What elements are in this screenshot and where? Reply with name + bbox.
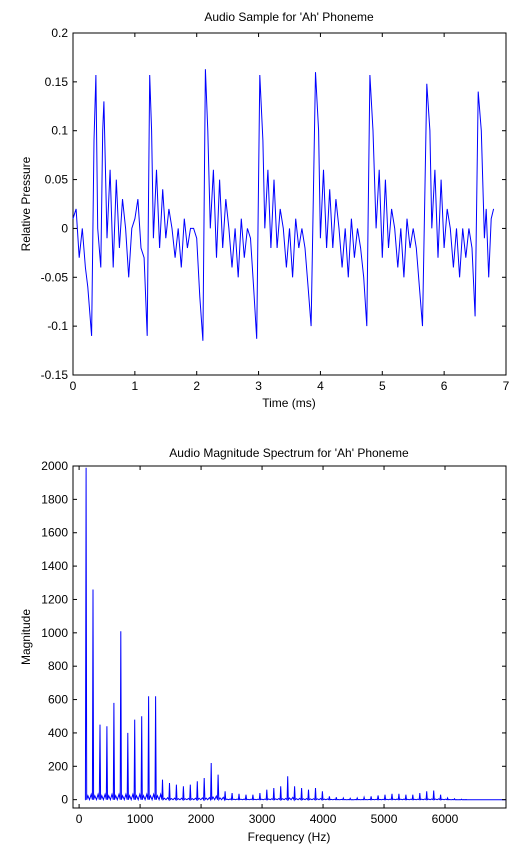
y-tick-label: -0.1 [47,319,68,333]
y-tick-label: 1600 [41,526,68,540]
y-tick-label: 0 [61,221,68,235]
spectrum-series-line [84,467,506,802]
x-tick-label: 5 [379,379,386,393]
x-tick-label: 1 [132,379,139,393]
y-tick-label: -0.05 [41,270,69,284]
x-tick-label: 3 [255,379,262,393]
x-tick-label: 6 [441,379,448,393]
waveform-y-axis-label: Relative Pressure [19,156,33,251]
y-tick-label: 0.05 [45,173,69,187]
y-tick-label: 2000 [41,459,68,473]
waveform-chart: Audio Sample for 'Ah' Phoneme 0 1 2 3 4 5 6 7 -… [19,10,510,410]
x-tick-label: 6000 [432,812,459,826]
spectrum-x-axis-label: Frequency (Hz) [248,830,331,844]
spectrum-plot-area [72,465,507,809]
y-tick-label: 0 [61,793,68,807]
waveform-x-axis-label: Time (ms) [262,396,316,410]
waveform-series-line [72,69,495,341]
spectrum-y-ticks: 0 200 400 600 800 1000 1200 1400 1600 1800 2000 [41,459,506,807]
x-tick-label: 7 [503,379,510,393]
x-tick-label: 0 [76,812,83,826]
y-tick-label: 800 [48,659,68,673]
y-tick-label: 400 [48,726,68,740]
waveform-series-group [72,69,495,341]
waveform-x-ticks: 0 1 2 3 4 5 6 7 [70,33,510,393]
x-tick-label: 2 [193,379,200,393]
y-tick-label: 1400 [41,559,68,573]
spectrum-y-axis-label: Magnitude [19,609,33,665]
x-tick-label: 0 [70,379,77,393]
waveform-y-ticks: -0.15 -0.1 -0.05 0 0.05 0.1 0.15 0.2 [41,26,506,382]
y-tick-label: 0.15 [45,75,69,89]
y-tick-label: 600 [48,693,68,707]
waveform-chart-title: Audio Sample for 'Ah' Phoneme [204,10,374,24]
y-tick-label: 1000 [41,626,68,640]
spectrum-chart: Audio Magnitude Spectrum for 'Ah' Phonem… [19,446,507,844]
x-tick-label: 1000 [127,812,154,826]
y-tick-label: 1200 [41,592,68,606]
y-tick-label: 0.2 [51,26,68,40]
spectrum-series-group [84,467,506,802]
x-tick-label: 4000 [310,812,337,826]
waveform-plot-area [72,32,507,376]
y-tick-label: 1800 [41,492,68,506]
spectrum-chart-title: Audio Magnitude Spectrum for 'Ah' Phonem… [169,446,409,460]
x-tick-label: 5000 [371,812,398,826]
y-tick-label: 0.1 [51,124,68,138]
spectrum-x-ticks: 0 1000 2000 3000 4000 5000 6000 [76,466,459,826]
x-tick-label: 2000 [188,812,215,826]
y-tick-label: 200 [48,759,68,773]
x-tick-label: 4 [317,379,324,393]
x-tick-label: 3000 [249,812,276,826]
y-tick-label: -0.15 [41,368,69,382]
